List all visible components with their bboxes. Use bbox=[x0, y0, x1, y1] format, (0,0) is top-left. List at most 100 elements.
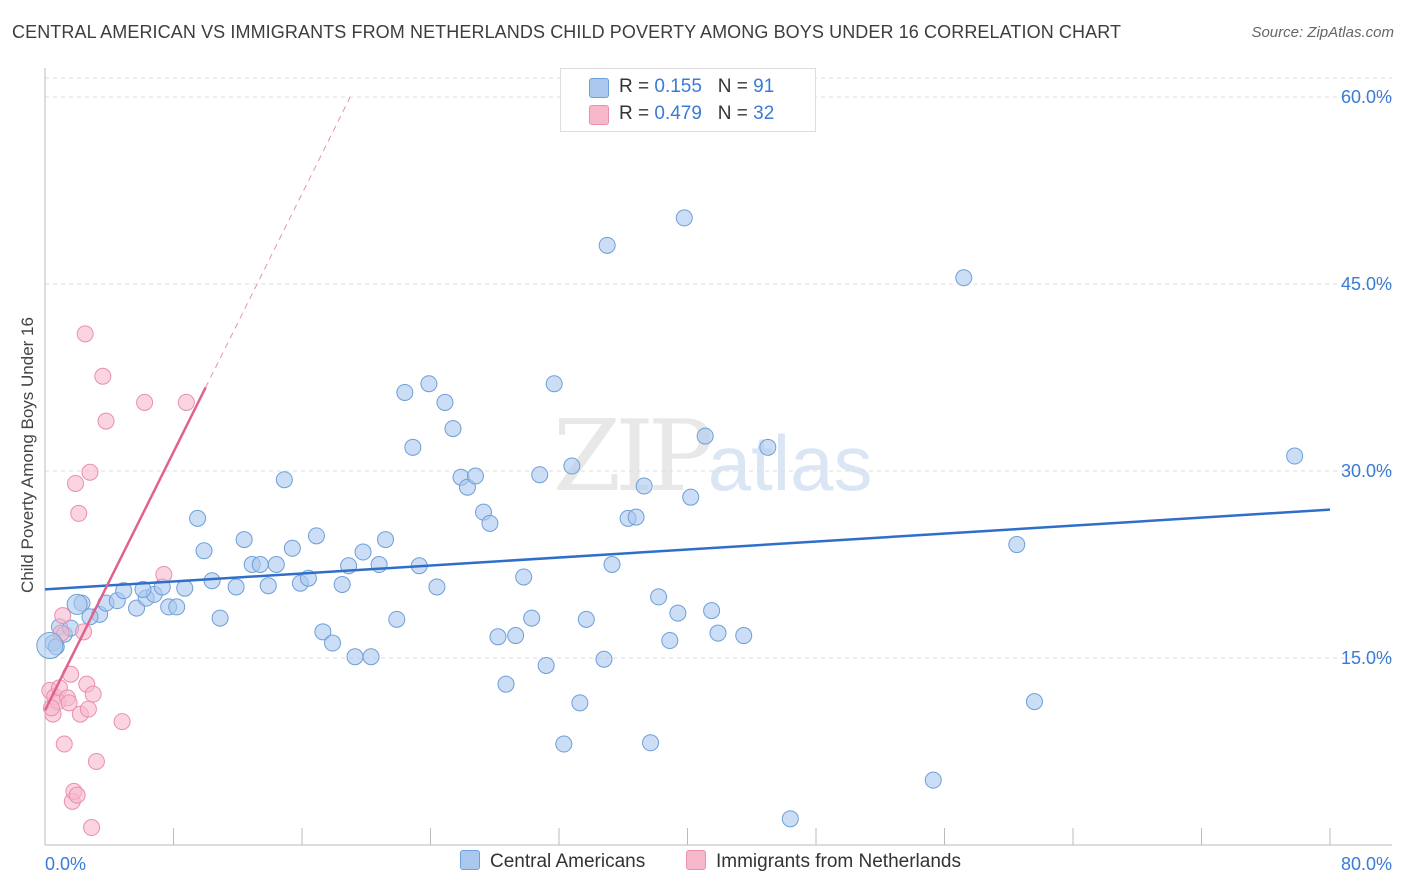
central-americans-point bbox=[497, 675, 515, 693]
central-americans-point bbox=[134, 580, 152, 598]
legend-swatch-pink bbox=[589, 105, 609, 125]
netherlands-point bbox=[155, 565, 173, 583]
central-americans-point bbox=[428, 578, 446, 596]
central-americans-trendline bbox=[44, 508, 1331, 591]
netherlands-point bbox=[87, 752, 105, 770]
netherlands-point bbox=[54, 607, 72, 625]
central-americans-point bbox=[669, 604, 687, 622]
central-americans-point bbox=[489, 628, 507, 646]
central-americans-point bbox=[531, 466, 549, 484]
r-label: R = bbox=[619, 103, 655, 124]
central-americans-point bbox=[203, 572, 221, 590]
netherlands-point bbox=[55, 735, 73, 753]
central-americans-point bbox=[627, 508, 645, 526]
central-americans-point bbox=[346, 648, 364, 666]
netherlands-point bbox=[81, 463, 99, 481]
source-label: Source: ZipAtlas.com bbox=[1251, 24, 1394, 41]
central-americans-point bbox=[396, 383, 414, 401]
n-label: N = bbox=[717, 103, 754, 124]
x-tick-label: 80.0% bbox=[1341, 854, 1392, 874]
netherlands-point bbox=[136, 393, 154, 411]
central-americans-point bbox=[696, 427, 714, 445]
central-americans-point bbox=[267, 556, 285, 573]
central-americans-point bbox=[577, 610, 595, 628]
legend-swatch-blue bbox=[460, 850, 480, 870]
central-americans-point bbox=[955, 269, 973, 287]
central-americans-point bbox=[251, 556, 269, 573]
y-tick-label: 30.0% bbox=[1341, 461, 1392, 481]
netherlands-point bbox=[113, 713, 131, 731]
x-tick-label: 0.0% bbox=[45, 854, 86, 874]
central-americans-point bbox=[1286, 447, 1304, 465]
netherlands-point bbox=[79, 700, 97, 718]
legend-item-central-americans: Central Americans bbox=[460, 850, 645, 873]
central-americans-point bbox=[314, 623, 332, 641]
netherlands-point bbox=[70, 504, 88, 522]
n-value: 32 bbox=[753, 103, 775, 124]
central-americans-point bbox=[211, 609, 229, 627]
netherlands-point bbox=[60, 694, 78, 712]
n-label: N = bbox=[717, 76, 754, 97]
central-americans-point bbox=[735, 627, 753, 645]
central-americans-point bbox=[259, 577, 277, 595]
central-americans-point bbox=[515, 568, 533, 586]
legend-label: Immigrants from Netherlands bbox=[716, 851, 961, 872]
central-americans-point bbox=[635, 477, 653, 495]
central-americans-point bbox=[571, 694, 589, 712]
central-americans-point bbox=[781, 810, 799, 828]
netherlands-point bbox=[177, 393, 195, 411]
y-tick-label: 60.0% bbox=[1341, 87, 1392, 107]
central-americans-point bbox=[36, 632, 64, 660]
central-americans-point bbox=[444, 420, 462, 438]
central-americans-point bbox=[466, 467, 484, 485]
central-americans-point bbox=[709, 624, 727, 642]
central-americans-point bbox=[354, 543, 372, 561]
r-value: 0.155 bbox=[654, 76, 702, 97]
central-americans-point bbox=[168, 598, 186, 616]
netherlands-point bbox=[84, 685, 102, 703]
chart-title: CENTRAL AMERICAN VS IMMIGRANTS FROM NETH… bbox=[12, 22, 1122, 42]
central-americans-point bbox=[307, 527, 325, 545]
central-americans-point bbox=[66, 593, 88, 615]
r-value: 0.479 bbox=[654, 103, 702, 124]
legend-swatch-pink bbox=[686, 850, 706, 870]
y-tick-label: 45.0% bbox=[1341, 274, 1392, 294]
central-americans-point bbox=[1008, 536, 1026, 554]
y-axis-label: Child Poverty Among Boys Under 16 bbox=[18, 317, 37, 593]
central-americans-point bbox=[235, 531, 253, 549]
central-americans-point bbox=[333, 575, 351, 593]
central-americans-point bbox=[324, 634, 342, 652]
central-americans-point bbox=[404, 438, 422, 456]
r-label: R = bbox=[619, 76, 655, 97]
netherlands-point bbox=[97, 412, 115, 430]
central-americans-point bbox=[1025, 693, 1043, 711]
central-americans-point bbox=[481, 514, 499, 532]
central-americans-point bbox=[703, 602, 721, 620]
netherlands-point bbox=[67, 474, 85, 492]
central-americans-point bbox=[598, 236, 616, 254]
central-americans-point bbox=[388, 610, 406, 628]
central-americans-point bbox=[642, 734, 660, 752]
central-americans-point bbox=[227, 578, 245, 596]
central-americans-point bbox=[661, 632, 679, 650]
central-americans-point bbox=[283, 539, 301, 557]
central-americans-point bbox=[420, 375, 438, 393]
central-americans-point bbox=[189, 509, 207, 527]
netherlands-point bbox=[76, 325, 94, 343]
legend-item-netherlands: Immigrants from Netherlands bbox=[686, 850, 961, 873]
central-americans-point bbox=[682, 488, 700, 506]
central-americans-point bbox=[507, 627, 525, 645]
netherlands-point bbox=[68, 786, 86, 804]
central-americans-point bbox=[436, 393, 454, 411]
netherlands-trendline bbox=[43, 386, 207, 711]
central-americans-point bbox=[523, 609, 541, 627]
central-americans-point bbox=[115, 582, 133, 600]
y-tick-label: 15.0% bbox=[1341, 648, 1392, 668]
pink-trend-extension bbox=[205, 96, 351, 388]
central-americans-point bbox=[603, 556, 621, 573]
central-americans-point bbox=[650, 588, 668, 606]
watermark-atlas: atlas bbox=[707, 419, 873, 507]
central-americans-point bbox=[924, 771, 942, 789]
central-americans-point bbox=[555, 735, 573, 753]
central-americans-point bbox=[176, 579, 194, 597]
